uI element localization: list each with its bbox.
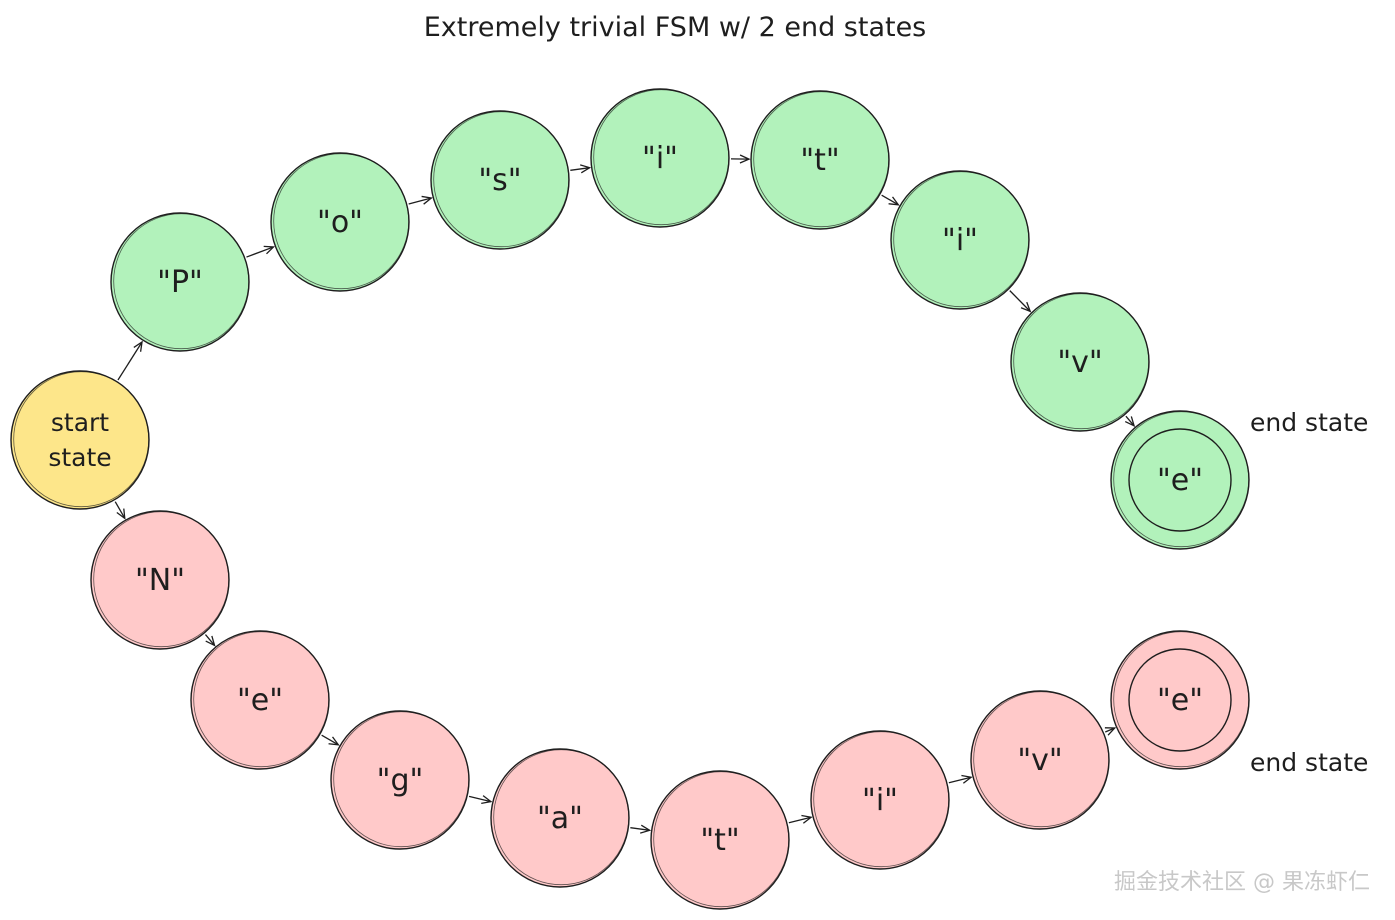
edge-g7-g8 [1124,415,1136,428]
state-r2-sketch-ring [193,631,330,768]
edge-r5-r6 [788,814,813,824]
edge-g6-g7 [1009,290,1032,313]
state-start-circle [10,370,150,510]
state-r8-accept-ring [1128,648,1232,752]
edge-g1-g2 [246,245,276,258]
edge-start-r1 [114,501,126,520]
state-r5-label: "t" [700,823,739,858]
state-g7: "v" [1010,292,1150,432]
state-g6-label: "i" [942,223,978,258]
state-g7-sketch-ring [1013,293,1150,430]
edge-r7-r8 [1104,727,1117,736]
state-r4: "a" [490,748,630,888]
state-g8-sketch-ring [1113,411,1250,548]
edge-r6-r7 [948,774,973,784]
state-g8: "e" [1110,410,1250,550]
edge-start-g1 [117,340,143,381]
edge-r3-r4 [468,795,493,805]
state-r7: "v" [970,690,1110,830]
state-r4-label: "a" [537,801,583,836]
state-r7-label: "v" [1017,743,1062,778]
state-nodes: "P" "o" "s" "i" "t" "i" "v" "e" "N" "e" "g" "a" "t" "… [10,88,1250,910]
state-g4-label: "i" [642,141,678,176]
state-r2-label: "e" [237,683,283,718]
edge-r2-r3 [321,734,340,746]
state-start-sketch-ring [13,371,150,508]
start-state-label-line2: state [48,443,111,472]
state-r3-sketch-ring [333,711,470,848]
state-g7-label: "v" [1057,345,1102,380]
state-r2: "e" [190,630,330,770]
state-r8-label: "e" [1157,683,1203,718]
state-g2: "o" [270,152,410,292]
state-g5-sketch-ring [753,91,890,228]
state-r1-sketch-ring [93,511,230,648]
state-r1: "N" [90,510,230,650]
state-r6-sketch-ring [813,731,950,868]
state-r3: "g" [330,710,470,850]
state-r3-label: "g" [377,763,424,798]
state-r6-label: "i" [862,783,898,818]
edge-r4-r5 [630,824,652,834]
state-g1: "P" [110,212,250,352]
watermark: 掘金技术社区 @ 果冻虾仁 [1114,870,1370,895]
edge-g3-g4 [570,164,592,174]
transition-edges [114,154,1136,834]
state-r7-sketch-ring [973,691,1110,828]
state-g4-sketch-ring [593,89,730,226]
state-r1-label: "N" [135,563,185,598]
state-r6: "i" [810,730,950,870]
state-r5-sketch-ring [653,771,790,908]
state-g1-label: "P" [157,265,203,300]
state-r8: "e" [1110,630,1250,770]
end-state-label-top: end state [1250,408,1368,437]
edge-g2-g3 [408,195,433,205]
state-g8-accept-ring [1128,428,1232,532]
state-g5-label: "t" [800,143,839,178]
state-g2-sketch-ring [273,153,410,290]
state-g8-label: "e" [1157,463,1203,498]
state-start [10,370,150,510]
state-r8-sketch-ring [1113,631,1250,768]
edge-g5-g6 [881,194,900,206]
state-g6: "i" [890,170,1030,310]
state-g6-sketch-ring [893,171,1030,308]
state-g3: "s" [430,110,570,250]
start-state-label-line1: start [51,408,109,437]
state-g1-sketch-ring [113,213,250,350]
state-g3-label: "s" [478,163,521,198]
state-g5: "t" [750,90,890,230]
edge-r1-r2 [204,634,216,647]
state-r4-sketch-ring [493,749,630,886]
start-state-label: start state [48,408,111,472]
state-g4: "i" [590,88,730,228]
end-state-label-bottom: end state [1250,748,1368,777]
state-g2-label: "o" [317,205,363,240]
diagram-title: Extremely trivial FSM w/ 2 end states [424,12,927,43]
state-r5: "t" [650,770,790,910]
state-g3-sketch-ring [433,111,570,248]
